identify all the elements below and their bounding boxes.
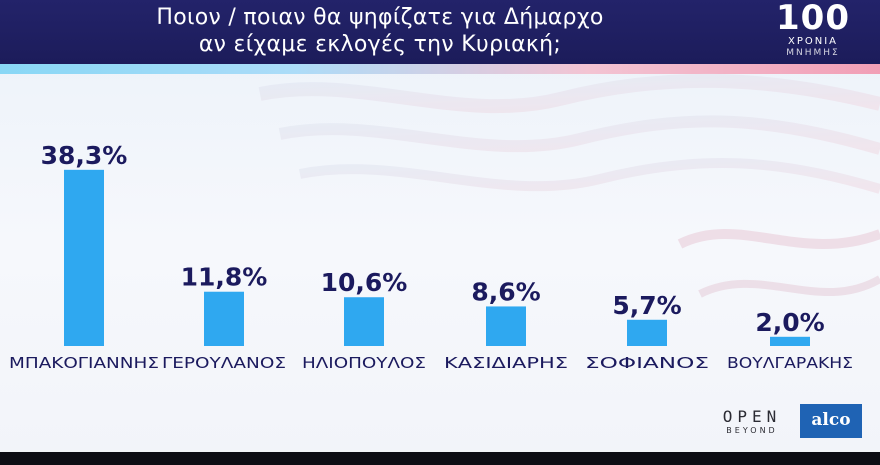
chart-panel: 38,3% ΜΠΑΚΟΓΙΑΝΝΗΣ 11,8% ΓΕΡΟΥΛΑΝΟΣ 10,6% ΗΛΙ… [0, 64, 880, 465]
value-label-5: 2,0% [755, 308, 824, 337]
value-label-0: 38,3% [41, 141, 128, 170]
top-glow-strip [0, 64, 880, 74]
value-label-1: 11,8% [181, 263, 268, 292]
logo-number: 100 [776, 0, 850, 38]
100-years-logo: 100 ΧΡΟΝΙΑ ΜΝΗΜΗΣ [774, 0, 852, 64]
header-bar: Ποιον / ποιαν θα ψηφίζατε για Δήμαρχο αν… [0, 0, 880, 64]
bottom-strip [0, 452, 880, 465]
bar-4 [627, 319, 667, 346]
open-logo-text: OPEN [722, 407, 782, 426]
category-label-3: ΚΑΣΙΔΙΑΡΗΣ [444, 354, 568, 372]
bar-0 [64, 169, 104, 346]
logo-word-2: ΜΝΗΜΗΣ [786, 48, 840, 58]
value-label-2: 10,6% [321, 268, 408, 297]
bar-chart: 38,3% ΜΠΑΚΟΓΙΑΝΝΗΣ 11,8% ΓΕΡΟΥΛΑΝΟΣ 10,6% ΗΛΙ… [9, 73, 880, 372]
category-label-1: ΓΕΡΟΥΛΑΝΟΣ [162, 354, 286, 372]
category-label-4: ΣΟΦΙΑΝΟΣ [585, 354, 709, 372]
chart-title-line2: αν είχαμε εκλογές την Κυριακή; [198, 32, 562, 57]
background-waves [258, 73, 880, 298]
beyond-logo-text: BEYOND [726, 426, 778, 435]
bar-5 [770, 336, 810, 346]
bar-2 [344, 297, 384, 346]
bar-1 [204, 291, 244, 346]
alco-logo: alco [800, 404, 862, 438]
logo-word-1: ΧΡΟΝΙΑ [787, 36, 839, 47]
chart-title-line1: Ποιον / ποιαν θα ψηφίζατε για Δήμαρχο [156, 5, 604, 30]
category-label-2: ΗΛΙΟΠΟΥΛΟΣ [302, 354, 426, 372]
category-label-0: ΜΠΑΚΟΓΙΑΝΝΗΣ [9, 354, 159, 372]
value-label-3: 8,6% [471, 277, 540, 306]
value-label-4: 5,7% [612, 291, 681, 320]
bars-group: 38,3% ΜΠΑΚΟΓΙΑΝΝΗΣ 11,8% ΓΕΡΟΥΛΑΝΟΣ 10,6% ΗΛΙ… [9, 141, 853, 372]
category-label-5: ΒΟΥΛΓΑΡΑΚΗΣ [727, 354, 853, 372]
bar-3 [486, 306, 526, 346]
open-beyond-logo: OPEN BEYOND [712, 407, 792, 435]
